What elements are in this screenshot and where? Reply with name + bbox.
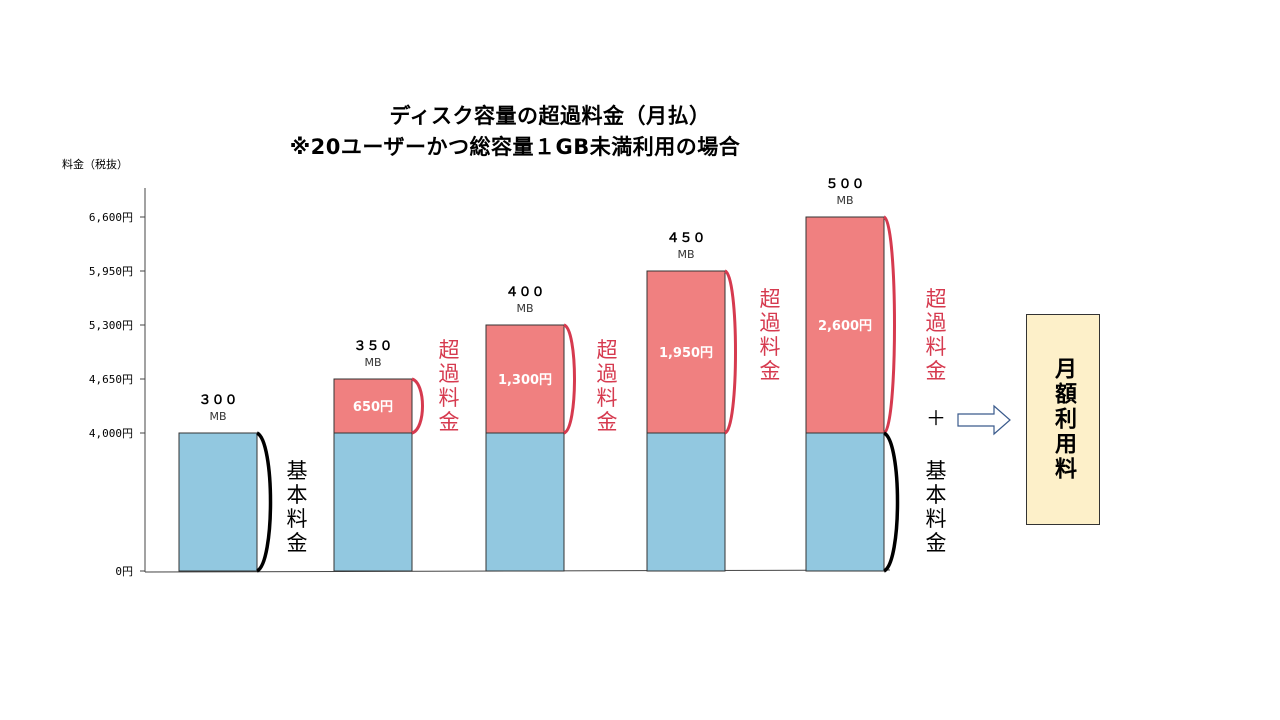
overage-bracket	[563, 323, 576, 435]
category-unit: MB	[209, 410, 226, 423]
chart-title: ディスク容量の超過料金（月払）	[389, 104, 711, 128]
base-fee-bracket	[882, 431, 900, 573]
category-number: ５００	[825, 177, 864, 192]
base-fee-bar	[333, 432, 413, 572]
monthly-fee-box: 月額利用料	[1026, 314, 1100, 525]
y-tick-label: 4,000円	[89, 427, 133, 440]
overage-fee-bar	[485, 324, 565, 434]
plus-sign: ＋	[926, 406, 946, 430]
overage-fee-annotation: 金	[597, 410, 618, 434]
y-tick-label: 5,950円	[89, 265, 133, 278]
monthly-fee-label: 月額利用料	[1051, 357, 1076, 482]
arrow-icon	[957, 404, 1011, 436]
category-unit: MB	[364, 356, 381, 369]
base-fee-annotation: 本	[926, 483, 947, 507]
overage-fee-annotation: 過	[597, 362, 618, 386]
base-fee-bar	[646, 432, 726, 572]
overage-fee-annotation: 超	[597, 338, 618, 362]
base-fee-annotation: 基	[287, 459, 308, 483]
category-number: ４００	[505, 285, 544, 300]
overage-data-label: 1,300円	[498, 373, 552, 388]
overage-fee-annotation: 超	[439, 338, 460, 362]
overage-fee-bar	[333, 378, 413, 434]
chart-subtitle: ※20ユーザーかつ総容量１GB未満利用の場合	[289, 135, 741, 159]
overage-bracket	[411, 377, 424, 435]
base-fee-annotation: 基	[926, 459, 947, 483]
base-fee-bar	[178, 432, 258, 572]
overage-bracket	[882, 215, 896, 435]
overage-fee-annotation: 金	[760, 359, 781, 383]
overage-fee-annotation: 金	[439, 410, 460, 434]
overage-fee-bar	[646, 270, 726, 434]
overage-fee-annotation: 金	[926, 359, 947, 383]
overage-fee-annotation: 料	[597, 386, 618, 410]
base-fee-annotation: 金	[926, 531, 947, 555]
category-number: ３００	[198, 393, 237, 408]
overage-fee-annotation: 料	[439, 386, 460, 410]
category-unit: MB	[516, 302, 533, 315]
overage-data-label: 1,950円	[659, 346, 713, 361]
category-unit: MB	[836, 194, 853, 207]
category-unit: MB	[677, 248, 694, 261]
overage-fee-bar	[805, 216, 885, 434]
category-number: ３５０	[353, 339, 392, 354]
y-axis-label: 料金（税抜）	[62, 158, 128, 171]
base-fee-annotation: 料	[926, 507, 947, 531]
overage-data-label: 2,600円	[818, 319, 872, 334]
category-number: ４５０	[666, 231, 705, 246]
y-tick-label: 4,650円	[89, 373, 133, 386]
base-fee-annotation: 料	[287, 507, 308, 531]
overage-fee-annotation: 過	[439, 362, 460, 386]
base-fee-bar	[805, 432, 885, 572]
y-tick-label: 0円	[115, 565, 133, 578]
overage-fee-annotation: 料	[926, 335, 947, 359]
base-fee-annotation: 本	[287, 483, 308, 507]
base-fee-bracket	[255, 431, 273, 573]
overage-fee-annotation: 過	[926, 311, 947, 335]
overage-fee-annotation: 超	[926, 287, 947, 311]
base-fee-annotation: 金	[287, 531, 308, 555]
overage-data-label: 650円	[353, 400, 393, 415]
overage-fee-annotation: 過	[760, 311, 781, 335]
y-tick-label: 6,600円	[89, 211, 133, 224]
overage-bracket	[723, 269, 737, 435]
y-tick-label: 5,300円	[89, 319, 133, 332]
base-fee-bar	[485, 432, 565, 572]
overage-fee-annotation: 超	[760, 287, 781, 311]
overage-fee-annotation: 料	[760, 335, 781, 359]
